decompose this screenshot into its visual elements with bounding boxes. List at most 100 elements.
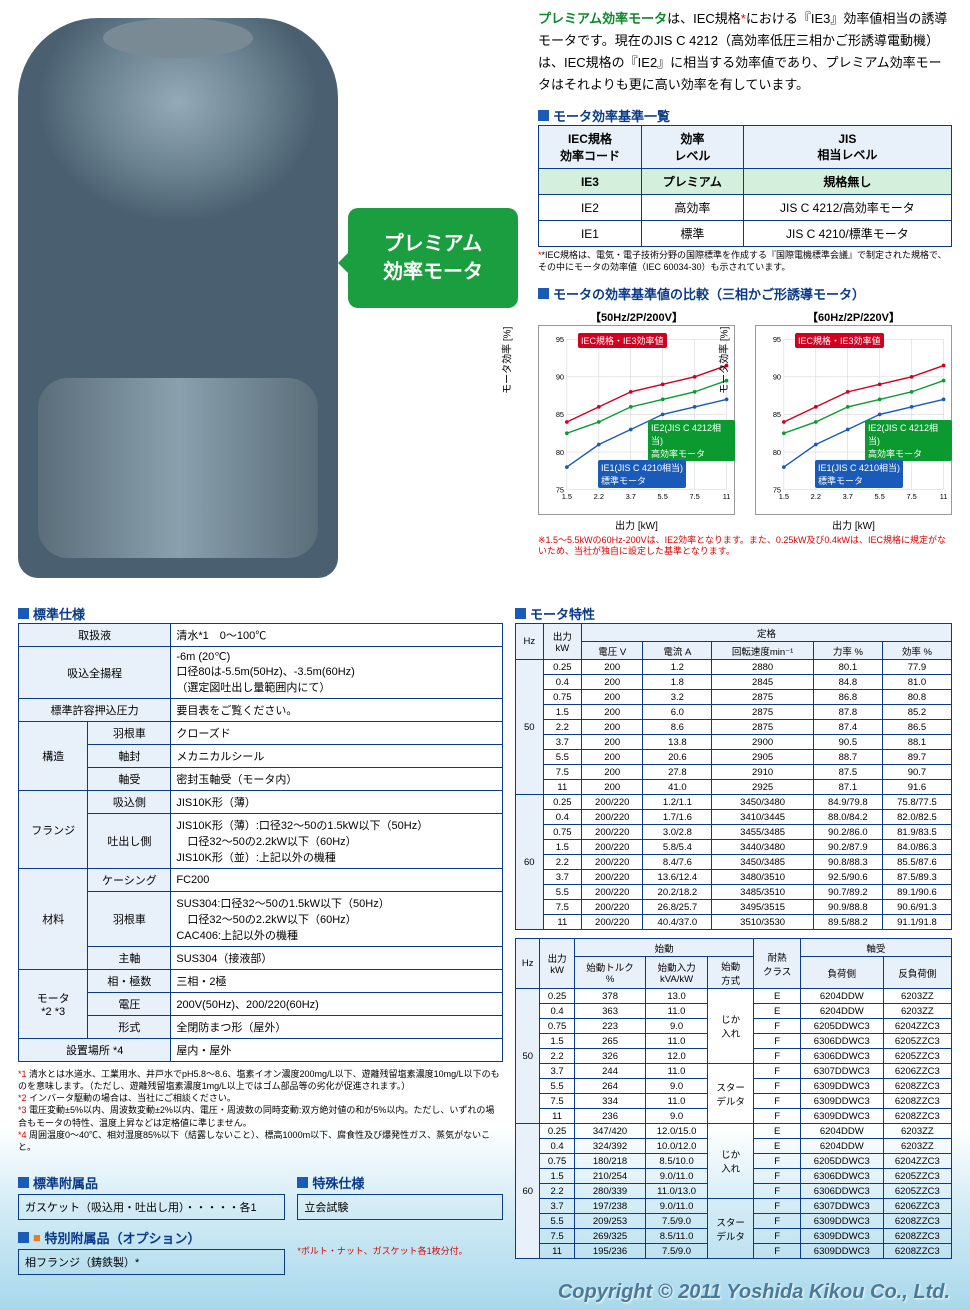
svg-text:11: 11 <box>723 492 731 501</box>
spec-val: SUS304（接液部） <box>171 947 503 970</box>
mc-cell: 200/220 <box>582 840 643 855</box>
mc-cell: 90.8/88.3 <box>813 855 882 870</box>
mc-cell: 200/220 <box>582 855 643 870</box>
mc-cell: 84.0/86.3 <box>882 840 951 855</box>
mc-cell: 5.5 <box>543 885 582 900</box>
mc-cell: 200 <box>582 675 643 690</box>
mc-cell: 82.0/82.5 <box>882 810 951 825</box>
mc-cell: 200/220 <box>582 885 643 900</box>
spec-sub: 軸受 <box>88 768 171 791</box>
svg-text:5.5: 5.5 <box>658 492 668 501</box>
mc-cell: 85.2 <box>882 705 951 720</box>
mc-cell: 81.0 <box>882 675 951 690</box>
mc-cell: 92.5/90.6 <box>813 870 882 885</box>
svg-text:90: 90 <box>556 372 564 381</box>
mc-cell: 200 <box>582 720 643 735</box>
eff-th: 効率レベル <box>641 126 743 169</box>
mc-cell: 200 <box>582 690 643 705</box>
spec-val: 密封玉軸受（モータ内） <box>171 768 503 791</box>
mc-cell: 20.2/18.2 <box>643 885 712 900</box>
spec-acc-item: 立会試験 <box>297 1194 503 1220</box>
eff-td: JIS C 4212/高効率モータ <box>743 195 951 221</box>
motorchar-table1: Hz出力kW定格電圧 V電流 A回転速度min⁻¹力率 %効率 %500.252… <box>515 623 952 930</box>
mc-cell: 90.7/89.2 <box>813 885 882 900</box>
svg-text:1.5: 1.5 <box>779 492 789 501</box>
chart-legend: IE2(JIS C 4212相当)高効率モータ <box>648 420 735 461</box>
mc-cell: 3450/3485 <box>712 855 813 870</box>
stdspec-title: 標準仕様 <box>18 604 503 623</box>
svg-text:80: 80 <box>556 448 564 457</box>
svg-text:85: 85 <box>556 410 564 419</box>
mc-cell: 1.7/1.6 <box>643 810 712 825</box>
mc-cell: 90.2/86.0 <box>813 825 882 840</box>
mc-cell: 88.0/84.2 <box>813 810 882 825</box>
spec-val: メカニカルシール <box>171 745 503 768</box>
chart-ylabel: モータ効率 [%] <box>499 326 514 393</box>
mc-cell: 0.25 <box>543 795 582 810</box>
mc-cell: 3.7 <box>543 735 582 750</box>
svg-text:3.7: 3.7 <box>626 492 636 501</box>
mc-cell: 81.9/83.5 <box>882 825 951 840</box>
mc-cell: 3485/3510 <box>712 885 813 900</box>
eff-td: IE3 <box>539 169 642 195</box>
mc-cell: 3.7 <box>543 870 582 885</box>
mc-cell: 89.1/90.6 <box>882 885 951 900</box>
svg-text:3.7: 3.7 <box>843 492 853 501</box>
mc-cell: 90.9/88.8 <box>813 900 882 915</box>
spec-th: 標準許容押込圧力 <box>19 699 171 722</box>
mc-cell: 84.9/79.8 <box>813 795 882 810</box>
spec-th: 吸込全揚程 <box>19 647 171 699</box>
mc-cell: 200 <box>582 705 643 720</box>
eff-td: 規格無し <box>743 169 951 195</box>
svg-text:2.2: 2.2 <box>594 492 604 501</box>
stdspec-notes: *1 清水とは水道水、工業用水、井戸水でpH5.8～8.6、塩素イオン濃度200… <box>18 1068 503 1153</box>
spec-acc-title: 特殊仕様 <box>297 1173 503 1192</box>
mc-cell: 84.8 <box>813 675 882 690</box>
mc-cell: 1.2 <box>643 660 712 675</box>
spec-group: 材料 <box>19 869 88 970</box>
eff-table-note: **IEC規格は、電気・電子技術分野の国際標準を作成する『国際電機標準会議』で制… <box>538 250 952 273</box>
spec-sub: 吸込側 <box>88 791 171 814</box>
stdspec-table: 取扱液清水*1 0～100℃吸込全揚程-6m (20℃)口径80は-5.5m(5… <box>18 623 503 1062</box>
spec-sub: 相・極数 <box>88 970 171 993</box>
mc-cell: 5.8/5.4 <box>643 840 712 855</box>
spec-sub: 羽根車 <box>88 892 171 947</box>
eff-table: IEC規格効率コード効率レベルJIS相当レベルIE3プレミアム規格無しIE2高効… <box>538 125 952 247</box>
mc-cell: 87.8 <box>813 705 882 720</box>
spec-sub: 軸封 <box>88 745 171 768</box>
spec-group: 構造 <box>19 722 88 791</box>
mc-cell: 200/220 <box>582 795 643 810</box>
motorchar-table2: Hz出力kW始動耐熱クラス軸受始動トルク%始動入力kVA/kW始動方式負荷側反負… <box>515 938 952 1259</box>
spec-td: 清水*1 0～100℃ <box>171 624 503 647</box>
mc-cell: 27.8 <box>643 765 712 780</box>
spec-sub: 主軸 <box>88 947 171 970</box>
mc-cell: 85.5/87.6 <box>882 855 951 870</box>
mc-cell: 0.25 <box>543 660 582 675</box>
eff-td: IE2 <box>539 195 642 221</box>
chart-legend: IEC規格・IE3効率値 <box>578 333 667 348</box>
mc-cell: 87.1 <box>813 780 882 795</box>
mc-cell: 88.7 <box>813 750 882 765</box>
spec-val: 三相・2極 <box>171 970 503 993</box>
svg-text:5.5: 5.5 <box>875 492 885 501</box>
mc-cell: 11 <box>543 780 582 795</box>
spec-val: クローズド <box>171 722 503 745</box>
spec-val: JIS10K形（薄） <box>171 791 503 814</box>
spec-group: フランジ <box>19 791 88 869</box>
svg-text:2.2: 2.2 <box>811 492 821 501</box>
mc-cell: 200/220 <box>582 900 643 915</box>
mc-cell: 1.5 <box>543 705 582 720</box>
spec-val: JIS10K形（薄）:口径32～50の1.5kW以下（50Hz） 口径32～50… <box>171 814 503 869</box>
mc-cell: 87.5/89.3 <box>882 870 951 885</box>
mc-cell: 86.8 <box>813 690 882 705</box>
start-method: スターデルタ <box>707 1064 754 1124</box>
chart-legend: IEC規格・IE3効率値 <box>795 333 884 348</box>
mc-cell: 3480/3510 <box>712 870 813 885</box>
svg-text:1.5: 1.5 <box>562 492 572 501</box>
motorchar-title: モータ特性 <box>515 604 952 623</box>
mc-cell: 91.1/91.8 <box>882 915 951 930</box>
mc-cell: 3440/3480 <box>712 840 813 855</box>
std-acc-item: ガスケット（吸込用・吐出し用）・・・・・各1 <box>18 1194 285 1220</box>
eff-td: JIS C 4210/標準モータ <box>743 221 951 247</box>
mc-cell: 87.4 <box>813 720 882 735</box>
